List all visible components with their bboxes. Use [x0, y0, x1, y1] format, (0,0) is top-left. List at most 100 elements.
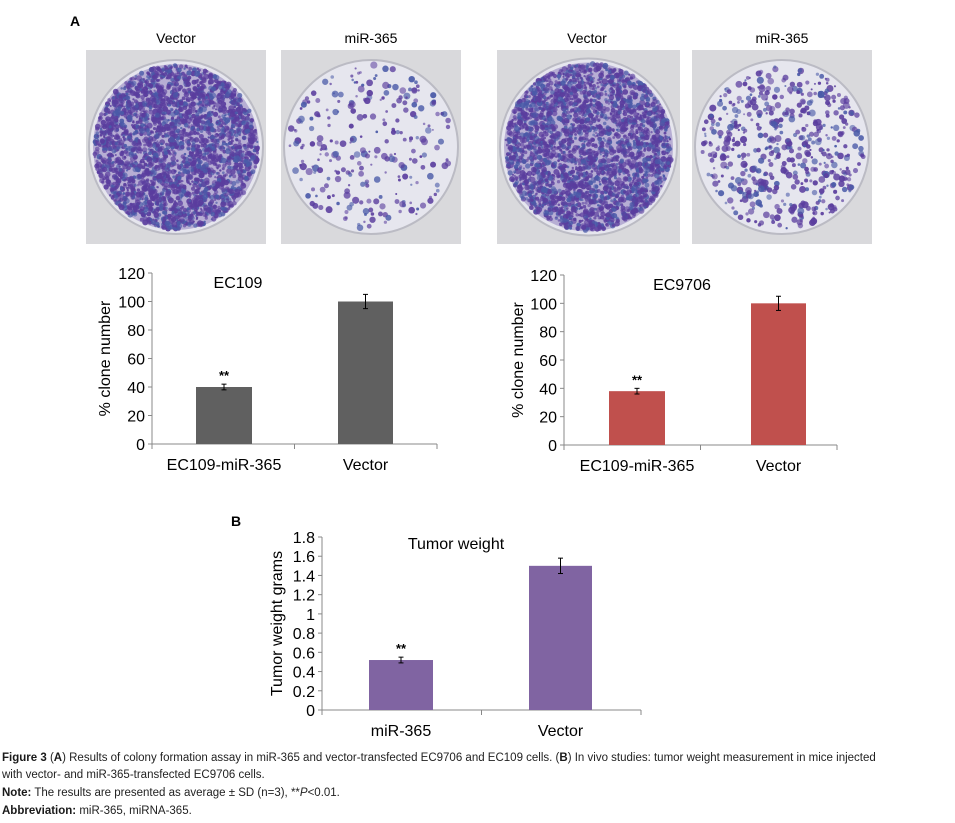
colony-dot [155, 99, 161, 105]
colony-dot [171, 224, 175, 228]
colony-dot [666, 121, 670, 125]
colony-dot [108, 146, 113, 151]
colony-dot [334, 175, 342, 183]
colony-dot [331, 194, 335, 198]
colony-dot [160, 76, 163, 80]
colony-dot [196, 67, 200, 70]
colony-dot [122, 135, 125, 139]
colony-dot [161, 134, 165, 138]
colony-dot [546, 96, 550, 100]
colony-dot [530, 160, 535, 165]
colony-dot [242, 169, 247, 174]
colony-dot [356, 161, 362, 166]
colony-dot [155, 221, 160, 227]
colony-dot [128, 84, 132, 89]
colony-dot [568, 220, 574, 226]
colony-dot [187, 132, 192, 136]
colony-dot [659, 184, 663, 188]
colony-dot [597, 78, 601, 82]
colony-dot [173, 169, 177, 173]
colony-dot [240, 115, 247, 121]
colony-dot [200, 114, 205, 119]
colony-dot [337, 99, 341, 103]
colony-dot [220, 89, 224, 93]
colony-dot [209, 153, 213, 157]
colony-dot [359, 165, 364, 171]
colony-dot [238, 166, 242, 170]
colony-dot [213, 207, 216, 210]
colony-dot [650, 131, 653, 134]
colony-dot [392, 83, 399, 91]
colony-dot [565, 78, 568, 81]
colony-dot [382, 121, 388, 127]
colony-dot [179, 103, 182, 106]
colony-dot [127, 138, 131, 142]
colony-dot [99, 177, 105, 184]
colony-dot [208, 143, 213, 148]
colony-dot [359, 71, 362, 74]
colony-dot [109, 104, 112, 108]
colony-dot [114, 141, 118, 146]
colony-dot [115, 183, 120, 188]
colony-dot [575, 213, 579, 217]
colony-dot [146, 71, 150, 75]
colony-dot [172, 175, 176, 179]
colony-dot [178, 105, 181, 109]
colony-dot [604, 92, 608, 96]
colony-dot [308, 125, 315, 132]
colony-dot [194, 71, 200, 77]
colony-dot [199, 85, 205, 91]
colony-dot [232, 87, 238, 93]
colony-dot [129, 202, 133, 206]
colony-dot [107, 156, 112, 161]
colony-dot [543, 99, 547, 103]
colony-dot [182, 77, 187, 82]
colony-dot [415, 84, 420, 89]
colony-dot [316, 140, 323, 147]
colony-dot [245, 159, 250, 164]
colony-dot [244, 129, 250, 134]
colony-dot [577, 162, 581, 166]
colony-dot [192, 85, 198, 91]
colony-dot [249, 136, 253, 140]
colony-dot [109, 132, 113, 136]
colony-dot [236, 145, 241, 150]
colony-dot [221, 167, 225, 171]
colony-dot [541, 204, 545, 207]
colony-dot [369, 113, 377, 120]
colony-dot [602, 137, 605, 140]
colony-dot [214, 194, 220, 200]
colony-dot [141, 198, 144, 201]
colony-dot [162, 207, 166, 211]
colony-dot [138, 82, 144, 87]
colony-dot [170, 160, 176, 166]
colony-dot [136, 183, 140, 187]
colony-dot [173, 76, 178, 80]
colony-dot [382, 65, 389, 73]
colony-dot [622, 89, 629, 95]
colony-dot [324, 152, 329, 157]
colony-dot [305, 193, 311, 199]
colony-dot [319, 153, 322, 156]
colony-dot [148, 74, 152, 78]
colony-dot [329, 139, 333, 143]
colony-dot [230, 100, 236, 106]
colony-dot [132, 212, 136, 216]
colony-dot [298, 115, 305, 123]
colony-dot [591, 193, 596, 198]
colony-dot [182, 128, 186, 132]
colony-dot [315, 194, 318, 198]
colony-dot [105, 118, 108, 121]
colony-dot [187, 222, 192, 227]
colony-dot [109, 99, 112, 102]
colony-dot [402, 100, 408, 106]
colony-dot [127, 179, 132, 184]
colony-dot [532, 146, 535, 150]
colony-dot [201, 93, 205, 98]
colony-dot [224, 113, 228, 116]
colony-dot [165, 174, 171, 180]
colony-dot [325, 206, 333, 214]
colony-dot [105, 164, 111, 169]
colony-dot [177, 108, 181, 111]
